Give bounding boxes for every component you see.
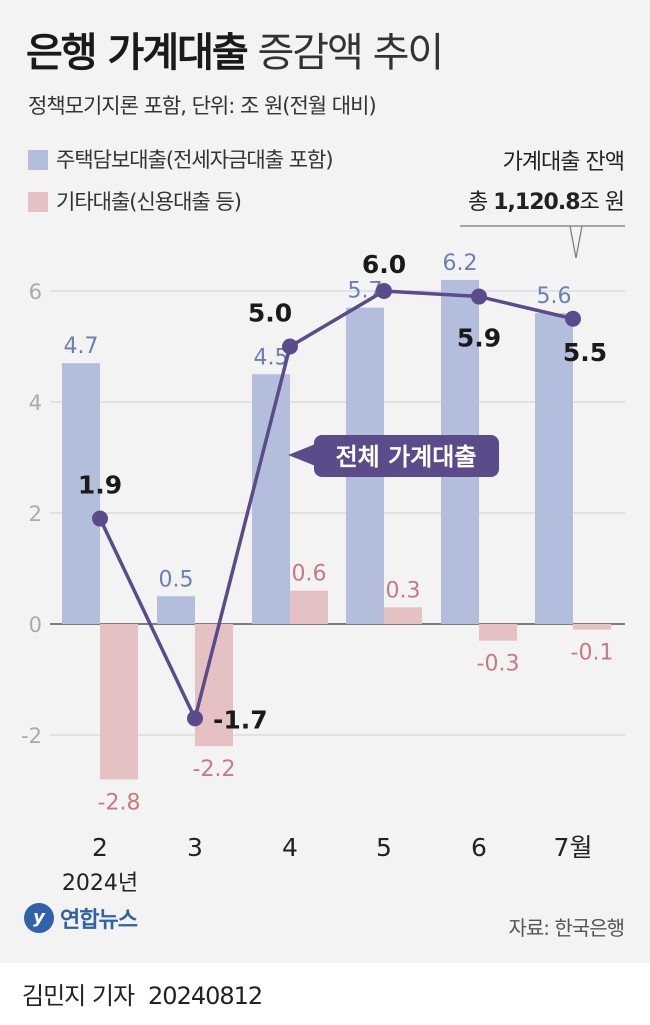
data-label-total: 5.0 — [248, 299, 292, 328]
legend-item-mortgage: 주택담보대출(전세자금대출 포함) — [28, 144, 334, 172]
data-label-other: -2.8 — [98, 790, 141, 815]
balance-title: 가계대출 잔액 — [502, 150, 625, 175]
data-label-mortgage: 0.5 — [159, 567, 194, 592]
y-tick-label: 4 — [29, 391, 42, 415]
legend-label-other: 기타대출(신용대출 등) — [56, 190, 242, 214]
source-note: 자료: 한국은행 — [508, 916, 625, 940]
data-label-total: -1.7 — [213, 705, 268, 734]
bar-mortgage — [535, 313, 573, 624]
logo-name: 연합뉴스 — [60, 908, 138, 933]
chart-subtitle: 정책모기지론 포함, 단위: 조 원(전월 대비) — [28, 94, 377, 118]
x-tick-label: 4 — [282, 833, 298, 862]
series-label-total: 전체 가계대출 — [336, 443, 477, 471]
logo-mark-icon: y — [24, 903, 54, 933]
legend-swatch-other — [28, 192, 48, 212]
point-total — [471, 288, 487, 305]
point-total — [565, 310, 581, 327]
x-tick-label: 3 — [187, 833, 203, 862]
line-total — [98, 289, 574, 721]
y-tick-label: 6 — [29, 280, 42, 304]
balance-suffix: 조 원 — [579, 190, 625, 215]
x-tick-label: 5 — [376, 833, 392, 862]
bar-other — [573, 624, 611, 630]
bar-other — [100, 624, 138, 780]
chart-title: 은행 가계대출 증감액 추이 — [26, 20, 444, 78]
bar-mortgage — [62, 363, 100, 624]
reporter-name: 김민지 기자 — [22, 982, 135, 1010]
balance-prefix: 총 — [468, 190, 494, 215]
publish-date: 20240812 — [148, 982, 263, 1010]
x-tick-label: 6 — [471, 833, 487, 862]
data-label-total: 5.5 — [563, 338, 607, 367]
data-label-mortgage: 4.7 — [64, 334, 99, 359]
x-tick-label: 7월 — [554, 833, 593, 862]
bar-other — [479, 624, 517, 641]
point-total — [187, 710, 203, 727]
data-label-other: 0.6 — [292, 562, 327, 587]
chart-svg: -202464.7-2.80.5-2.24.50.65.70.36.2-0.35… — [21, 225, 625, 896]
x-tick-label: 2 — [92, 833, 108, 862]
bar-other — [290, 590, 328, 624]
bar-mortgage — [157, 596, 195, 624]
legend-item-other: 기타대출(신용대출 등) — [28, 186, 242, 214]
data-label-other: -2.2 — [193, 757, 236, 782]
title-bold: 은행 가계대출 — [26, 30, 249, 76]
balance-callout-line — [460, 225, 625, 259]
data-label-mortgage: 5.6 — [537, 284, 572, 309]
legend-swatch-mortgage — [28, 150, 48, 170]
data-label-other: 0.3 — [386, 578, 421, 603]
bar-other — [384, 607, 422, 624]
point-total — [282, 338, 298, 355]
balance-total: 총 1,120.8조 원 — [468, 184, 625, 216]
data-label-total: 1.9 — [78, 471, 122, 500]
series-tag-total — [314, 435, 499, 477]
point-total — [92, 510, 108, 527]
data-label-mortgage: 6.2 — [443, 251, 478, 276]
y-tick-label: 2 — [29, 502, 42, 526]
balance-value: 1,120.8 — [493, 190, 580, 215]
point-total — [376, 283, 392, 299]
x-year-label: 2024년 — [62, 871, 138, 896]
bar-mortgage — [252, 374, 290, 624]
series-tag-pointer — [288, 443, 318, 467]
data-label-other: -0.3 — [477, 652, 520, 677]
publisher-logo: y 연합뉴스 — [24, 902, 138, 938]
y-tick-label: -2 — [21, 724, 42, 748]
legend-label-mortgage: 주택담보대출(전세자금대출 포함) — [56, 148, 334, 172]
title-light: 증감액 추이 — [257, 30, 444, 76]
data-label-other: -0.1 — [571, 641, 614, 666]
y-tick-label: 0 — [29, 613, 42, 637]
byline: 김민지 기자 20240812 — [22, 976, 263, 1011]
data-label-total: 5.9 — [457, 324, 501, 353]
data-label-total: 6.0 — [362, 250, 406, 279]
